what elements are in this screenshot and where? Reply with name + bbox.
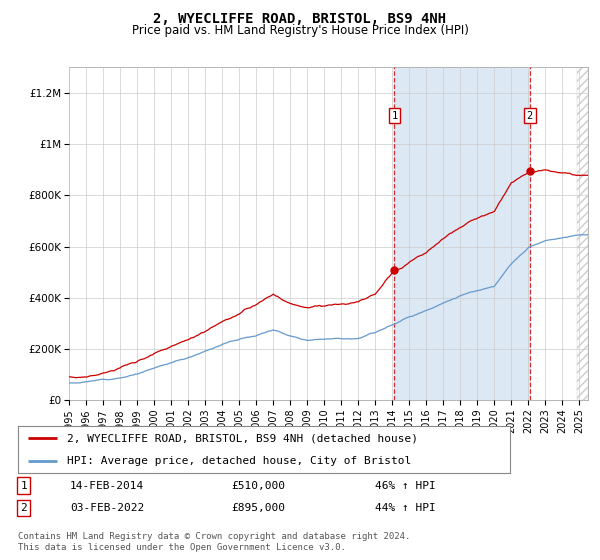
- Bar: [578, 67, 590, 400]
- Text: 2, WYECLIFFE ROAD, BRISTOL, BS9 4NH: 2, WYECLIFFE ROAD, BRISTOL, BS9 4NH: [154, 12, 446, 26]
- Text: 1: 1: [20, 480, 27, 491]
- Bar: [577, 67, 588, 400]
- Text: 2: 2: [527, 110, 533, 120]
- Text: Price paid vs. HM Land Registry's House Price Index (HPI): Price paid vs. HM Land Registry's House …: [131, 24, 469, 36]
- Text: 14-FEB-2014: 14-FEB-2014: [70, 480, 144, 491]
- Text: 46% ↑ HPI: 46% ↑ HPI: [375, 480, 436, 491]
- Text: HPI: Average price, detached house, City of Bristol: HPI: Average price, detached house, City…: [67, 456, 412, 466]
- Text: £895,000: £895,000: [231, 503, 285, 513]
- Text: 2, WYECLIFFE ROAD, BRISTOL, BS9 4NH (detached house): 2, WYECLIFFE ROAD, BRISTOL, BS9 4NH (det…: [67, 433, 418, 444]
- Text: 2: 2: [20, 503, 27, 513]
- Text: 03-FEB-2022: 03-FEB-2022: [70, 503, 144, 513]
- Text: Contains HM Land Registry data © Crown copyright and database right 2024.
This d: Contains HM Land Registry data © Crown c…: [18, 532, 410, 552]
- Bar: [394, 67, 530, 400]
- Text: 44% ↑ HPI: 44% ↑ HPI: [375, 503, 436, 513]
- Text: 1: 1: [391, 110, 397, 120]
- Text: £510,000: £510,000: [231, 480, 285, 491]
